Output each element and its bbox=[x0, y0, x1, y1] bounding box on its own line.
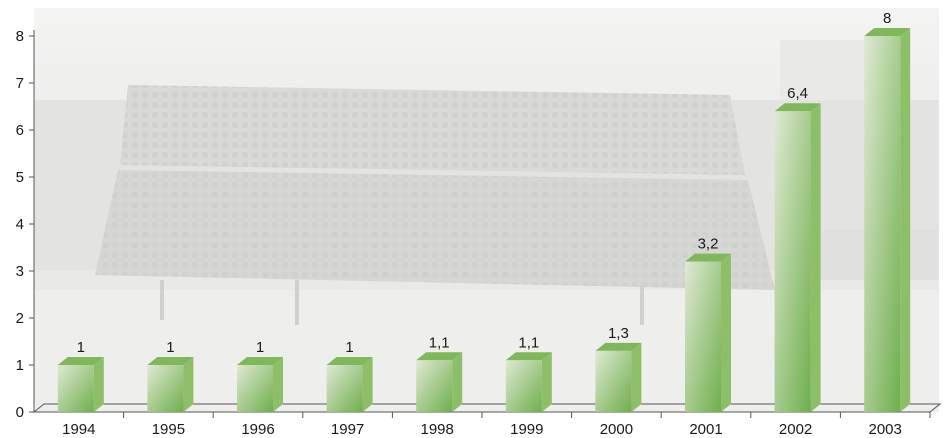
bar-top bbox=[326, 357, 373, 365]
bar-side bbox=[631, 342, 642, 412]
y-tick-label: 6 bbox=[16, 122, 24, 139]
y-tick-label: 1 bbox=[16, 357, 24, 374]
bar-front bbox=[147, 365, 184, 412]
bar-top bbox=[505, 352, 552, 361]
data-label: 1 bbox=[166, 339, 174, 356]
data-label: 1 bbox=[77, 339, 85, 356]
data-label: 1,3 bbox=[608, 325, 629, 342]
y-tick-label: 3 bbox=[16, 263, 24, 280]
bar-side bbox=[810, 103, 821, 412]
data-label: 1 bbox=[256, 339, 264, 356]
bar-side bbox=[273, 357, 283, 412]
x-tick-label: 2001 bbox=[689, 421, 722, 438]
bar-side bbox=[541, 352, 552, 412]
bar-front bbox=[505, 360, 542, 412]
data-label: 8 bbox=[883, 10, 891, 27]
x-tick-label: 1994 bbox=[62, 421, 95, 438]
bar-front bbox=[864, 36, 901, 412]
y-tick-label: 5 bbox=[16, 169, 24, 186]
labels: 0 1 2 3 4 5 6 7 8 1994 1 1995 1 1996 1 1997 1 1998 1,1 1999… bbox=[16, 10, 902, 438]
bar bbox=[57, 357, 104, 412]
bar-front bbox=[595, 350, 632, 412]
bar-side bbox=[183, 357, 194, 412]
bar bbox=[595, 342, 642, 412]
x-tick-label: 1996 bbox=[241, 421, 274, 438]
bar bbox=[505, 352, 552, 412]
bar bbox=[147, 357, 194, 412]
bar-front bbox=[685, 261, 721, 412]
bar-side bbox=[362, 357, 373, 412]
bar-side bbox=[721, 253, 731, 412]
data-label: 1,1 bbox=[429, 334, 450, 351]
bar bbox=[685, 253, 731, 412]
x-tick-label: 1995 bbox=[152, 421, 185, 438]
bar-top bbox=[237, 357, 283, 365]
y-tick-label: 4 bbox=[16, 216, 24, 233]
x-tick-label: 2002 bbox=[779, 421, 812, 438]
bar bbox=[864, 28, 911, 412]
bar-front bbox=[774, 111, 811, 412]
x-tick-label: 1999 bbox=[510, 421, 543, 438]
bar-front bbox=[416, 360, 453, 412]
y-tick-label: 0 bbox=[16, 404, 24, 421]
data-label: 1 bbox=[345, 339, 353, 356]
bar-front bbox=[237, 365, 273, 412]
y-tick-label: 2 bbox=[16, 310, 24, 327]
y-tick-label: 7 bbox=[16, 75, 24, 92]
y-tick-label: 8 bbox=[16, 28, 24, 45]
data-label: 6,4 bbox=[787, 85, 808, 102]
x-tick-label: 1997 bbox=[331, 421, 364, 438]
data-label: 1,1 bbox=[518, 334, 539, 351]
bar bbox=[416, 352, 463, 412]
bar-top bbox=[147, 357, 194, 365]
bar bbox=[237, 357, 283, 412]
bar-top bbox=[595, 342, 642, 351]
bar bbox=[774, 103, 821, 412]
x-tick-label: 2000 bbox=[600, 421, 633, 438]
bar-top bbox=[685, 253, 731, 262]
bar-side bbox=[900, 28, 911, 412]
bar-top bbox=[416, 352, 463, 361]
x-tick-label: 2003 bbox=[869, 421, 902, 438]
bar-front bbox=[57, 365, 94, 412]
bars bbox=[57, 28, 911, 412]
bar-top bbox=[57, 357, 104, 365]
bar-side bbox=[452, 352, 463, 412]
bar-top bbox=[864, 28, 911, 36]
bar-top bbox=[774, 103, 821, 112]
bar-front bbox=[326, 365, 363, 412]
data-label: 3,2 bbox=[698, 236, 719, 253]
x-tick-label: 1998 bbox=[421, 421, 454, 438]
bar bbox=[326, 357, 373, 412]
bar-side bbox=[93, 357, 104, 412]
